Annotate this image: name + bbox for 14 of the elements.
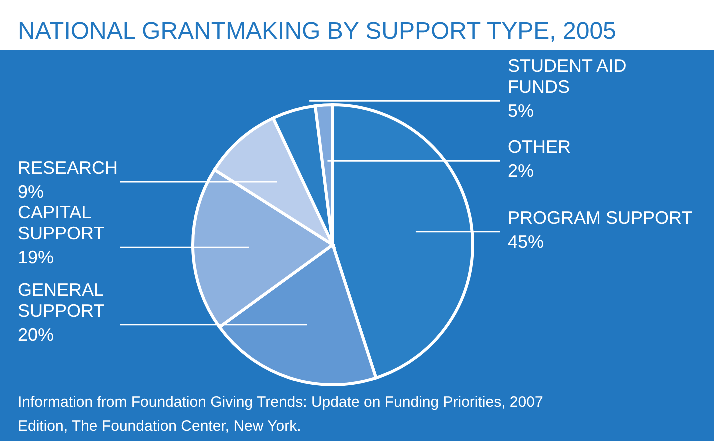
data-label: 45% [508,232,544,252]
data-label: 9% [18,182,44,202]
slice-label: RESEARCH [18,158,118,178]
data-label: 20% [18,324,54,345]
text: Information from Foundation Giving Trends: Update on Funding Priorities, 2007 Edition, The Foundation Center, New York. [18,394,544,435]
slice-label: PROGRAM SUPPORT [508,208,693,228]
slice-label: STUDENT AID FUNDS [508,56,627,98]
slice-label: CAPITAL SUPPORT [18,202,105,244]
data-label: 5% [508,101,534,122]
slice-label: OTHER [508,137,571,158]
data-label: 19% [18,248,54,268]
data-label: 2% [508,161,534,182]
chart-title: NATIONAL GRANTMAKING BY SUPPORT TYPE, 2005 [18,18,616,45]
slice-label: GENERAL SUPPORT [18,280,105,321]
